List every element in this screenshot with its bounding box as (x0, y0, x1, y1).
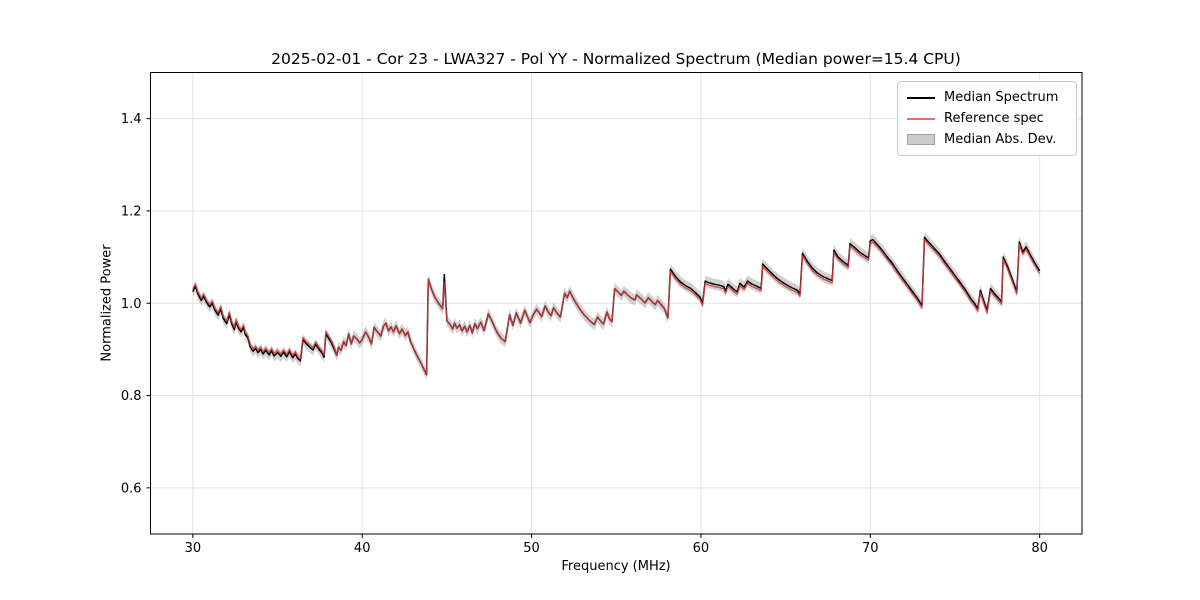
chart-title: 2025-02-01 - Cor 23 - LWA327 - Pol YY - … (271, 50, 961, 68)
y-tick-label-1.4: 1.4 (121, 112, 142, 127)
legend-item-reference-spec: Reference spec (907, 108, 1066, 129)
median-abs-dev-patch-swatch (907, 134, 935, 145)
reference-spec-line-swatch (907, 117, 935, 120)
y-tick-label-1.2: 1.2 (121, 204, 142, 219)
x-tick-label-30: 30 (185, 541, 202, 556)
x-tick-label-40: 40 (354, 541, 371, 556)
legend-label: Median Abs. Dev. (944, 132, 1057, 147)
y-tick-label-0.6: 0.6 (121, 481, 142, 496)
y-tick-label-0.8: 0.8 (121, 389, 142, 404)
legend-item-median-abs-dev: Median Abs. Dev. (907, 129, 1066, 150)
median-spectrum-line-swatch (907, 96, 935, 99)
x-tick-label-60: 60 (693, 541, 710, 556)
x-tick-label-80: 80 (1031, 541, 1048, 556)
median-abs-dev-band (192, 231, 1040, 381)
legend-item-median-spectrum: Median Spectrum (907, 87, 1066, 108)
legend-label: Median Spectrum (944, 90, 1059, 105)
legend: Median Spectrum Reference spec Median Ab… (897, 81, 1077, 156)
x-tick-label-70: 70 (862, 541, 879, 556)
legend-label: Reference spec (944, 111, 1044, 126)
y-axis-label: Normalized Power (99, 244, 115, 362)
x-axis-label: Frequency (MHz) (561, 559, 671, 574)
reference-spec-path (192, 238, 1041, 376)
x-tick-label-50: 50 (523, 541, 540, 556)
y-tick-label-1: 1.0 (121, 297, 142, 312)
